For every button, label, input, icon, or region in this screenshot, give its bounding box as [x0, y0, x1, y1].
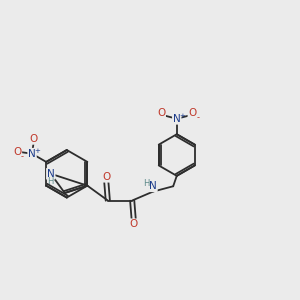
Text: -: - — [21, 152, 24, 161]
Text: N: N — [47, 169, 55, 179]
Text: +: + — [179, 113, 185, 119]
Text: O: O — [157, 108, 165, 118]
Text: N: N — [173, 114, 181, 124]
Text: O: O — [130, 219, 138, 229]
Text: O: O — [13, 147, 21, 157]
Text: +: + — [34, 148, 40, 154]
Text: H: H — [47, 177, 53, 186]
Text: -: - — [197, 113, 200, 122]
Text: N: N — [149, 181, 157, 191]
Text: O: O — [102, 172, 110, 182]
Text: N: N — [28, 149, 36, 159]
Text: H: H — [143, 179, 150, 188]
Text: O: O — [188, 108, 196, 118]
Text: O: O — [29, 134, 38, 144]
